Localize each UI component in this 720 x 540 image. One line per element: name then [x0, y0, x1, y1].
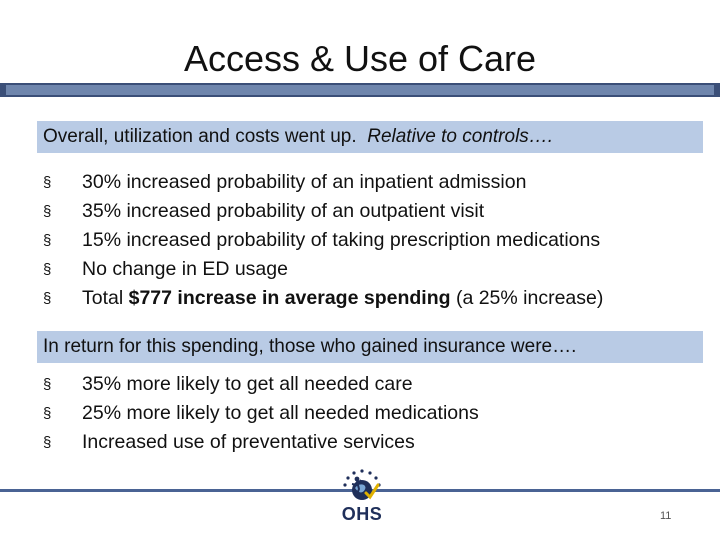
band-text: Overall, utilization and costs went up. — [43, 126, 368, 147]
band-italic-text: Relative to controls…. — [367, 126, 554, 147]
list-item-pre: Total — [82, 287, 129, 309]
bullet-icon: § — [43, 290, 52, 307]
page-number: 11 — [660, 510, 672, 522]
bullet-icon: § — [43, 232, 52, 249]
benefits-findings-list: § 35% more likely to get all needed care… — [40, 370, 479, 457]
utilization-findings-list: § 30% increased probability of an inpati… — [40, 168, 603, 313]
title-bar-right-cap — [714, 83, 720, 97]
list-item-text: Total $777 increase in average spending … — [82, 284, 603, 313]
list-item: § No change in ED usage — [40, 255, 603, 284]
bullet-icon: § — [43, 203, 52, 220]
bullet-icon: § — [43, 261, 52, 278]
list-item: § 35% increased probability of an outpat… — [40, 197, 603, 226]
bullet-icon: § — [43, 376, 52, 393]
list-item-text: 15% increased probability of taking pres… — [82, 229, 601, 251]
title-bar-left-cap — [0, 83, 6, 97]
ohs-emblem-icon — [343, 469, 381, 500]
list-item-text: 35% more likely to get all needed care — [82, 373, 413, 395]
list-item: § Increased use of preventative services — [40, 428, 479, 457]
title-divider-bar — [0, 83, 720, 97]
list-item: § 15% increased probability of taking pr… — [40, 226, 603, 255]
list-item-text: 25% more likely to get all needed medica… — [82, 402, 479, 424]
bullet-icon: § — [43, 405, 52, 422]
list-item-text: 35% increased probability of an outpatie… — [82, 200, 485, 222]
band-text: In return for this spending, those who g… — [43, 336, 577, 357]
list-item: § 35% more likely to get all needed care — [40, 370, 479, 399]
summary-band-benefits: In return for this spending, those who g… — [37, 331, 703, 363]
logo-text: OHS — [333, 504, 391, 524]
bullet-icon: § — [43, 434, 52, 451]
list-item-text: 30% increased probability of an inpatien… — [82, 171, 527, 193]
list-item: § Total $777 increase in average spendin… — [40, 284, 603, 313]
bullet-icon: § — [43, 174, 52, 191]
slide-title: Access & Use of Care — [183, 38, 537, 79]
list-item-text: Increased use of preventative services — [82, 431, 415, 453]
list-item-bold: $777 increase in average spending — [128, 287, 451, 309]
list-item-text: No change in ED usage — [82, 258, 288, 280]
list-item: § 25% more likely to get all needed medi… — [40, 399, 479, 428]
ohs-logo: OHS — [333, 467, 391, 527]
summary-band-utilization: Overall, utilization and costs went up. … — [37, 121, 703, 153]
list-item-post: (a 25% increase) — [450, 287, 604, 309]
list-item: § 30% increased probability of an inpati… — [40, 168, 603, 197]
